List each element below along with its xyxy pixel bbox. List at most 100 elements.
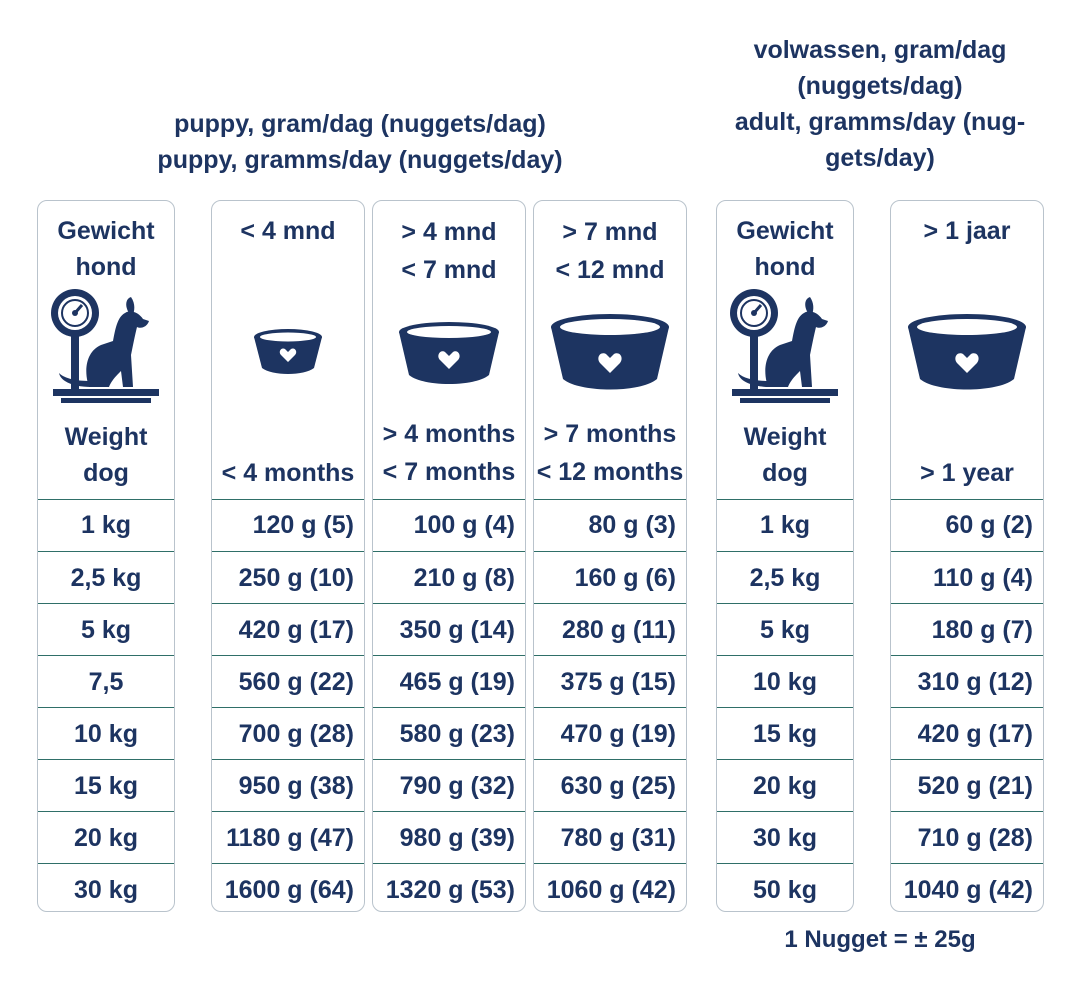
table-row: 310 g (12)	[891, 655, 1043, 707]
table-row: 100 g (4)	[413, 511, 515, 539]
table-row: 420 g (17)	[212, 603, 364, 655]
header-top-line1: Gewicht	[57, 217, 155, 245]
adult-heading-line2: (nuggets/dag)	[797, 72, 963, 100]
table-row: 110 g (4)	[891, 551, 1043, 603]
table-row: 280 g (11)	[534, 603, 686, 655]
table-row: 2,5 kg	[38, 551, 174, 603]
table-row: 15 kg	[717, 707, 853, 759]
table-row: 1320 g (53)	[373, 863, 525, 911]
scale-dog-icon	[730, 289, 838, 403]
header-top-line2: hond	[75, 253, 137, 281]
column-header: > 1 jaar > 1 year	[891, 201, 1043, 500]
adult-heading-line1: volwassen, gram/dag	[753, 36, 1007, 64]
table-row: 180 g (7)	[891, 603, 1043, 655]
header-top-line2: < 12 mnd	[555, 256, 665, 284]
header-top-line1: > 7 mnd	[562, 218, 658, 246]
table-row: 15 kg	[38, 759, 174, 811]
adult-weight-column: Gewicht hond Weight dog 1 kg 2,5 kg 5 kg…	[716, 200, 854, 912]
puppy-weight-column: Gewicht hond Weight dog 1 kg 2,5 kg 5 kg…	[37, 200, 175, 912]
puppy-7-to-12-months-column: > 7 mnd < 12 mnd > 7 months < 12 months …	[533, 200, 687, 912]
table-row: 10 kg	[717, 655, 853, 707]
table-row: 630 g (25)	[534, 759, 686, 811]
table-row: 30 kg	[38, 863, 174, 911]
table-row: 790 g (32)	[373, 759, 525, 811]
table-row: 465 g (19)	[373, 655, 525, 707]
small-bowl-icon	[254, 329, 322, 374]
column-rows: 1 kg 2,5 kg 5 kg 10 kg 15 kg 20 kg 30 kg…	[717, 499, 853, 911]
table-row: 1 kg	[759, 511, 811, 539]
puppy-4-to-7-months-column: > 4 mnd < 7 mnd > 4 months < 7 months 10…	[372, 200, 526, 912]
column-header: > 7 mnd < 12 mnd > 7 months < 12 months	[534, 201, 686, 500]
table-row: 710 g (28)	[891, 811, 1043, 863]
scale-dog-icon	[51, 289, 159, 403]
table-row: 1 kg	[80, 511, 132, 539]
column-rows: 100 g (4) 210 g (8) 350 g (14) 465 g (19…	[373, 499, 525, 911]
puppy-under-4-months-column: < 4 mnd < 4 months 120 g (5) 250 g (10) …	[211, 200, 365, 912]
header-bottom-line2: dog	[762, 459, 808, 487]
header-bottom-line1: > 1 year	[920, 459, 1014, 487]
large-bowl-icon	[551, 314, 669, 390]
header-bottom-line2: < 12 months	[536, 458, 684, 486]
column-header: Gewicht hond Weight dog	[717, 201, 853, 500]
nugget-footnote: 1 Nugget = ± 25g	[784, 926, 976, 953]
table-row: 1060 g (42)	[534, 863, 686, 911]
column-rows: 1 kg 2,5 kg 5 kg 7,5 10 kg 15 kg 20 kg 3…	[38, 499, 174, 911]
header-bottom-line1: > 4 months	[382, 420, 516, 448]
table-row: 10 kg	[38, 707, 174, 759]
column-rows: 120 g (5) 250 g (10) 420 g (17) 560 g (2…	[212, 499, 364, 911]
adult-heading-line4: gets/day)	[825, 144, 935, 172]
table-row: 470 g (19)	[534, 707, 686, 759]
column-header: < 4 mnd < 4 months	[212, 201, 364, 500]
header-top-line2: hond	[754, 253, 816, 281]
header-top-line1: > 1 jaar	[923, 217, 1011, 245]
column-header: > 4 mnd < 7 mnd > 4 months < 7 months	[373, 201, 525, 500]
medium-bowl-icon	[399, 322, 499, 384]
header-bottom-line1: < 4 months	[221, 459, 355, 487]
table-row: 420 g (17)	[891, 707, 1043, 759]
column-rows: 60 g (2) 110 g (4) 180 g (7) 310 g (12) …	[891, 499, 1043, 911]
table-row: 7,5	[38, 655, 174, 707]
header-top-line1: Gewicht	[736, 217, 834, 245]
table-row: 350 g (14)	[373, 603, 525, 655]
table-row: 2,5 kg	[717, 551, 853, 603]
header-bottom-line1: Weight	[743, 423, 827, 451]
column-header: Gewicht hond Weight dog	[38, 201, 174, 500]
puppy-heading: puppy, gram/dag (nuggets/dag) puppy, gra…	[120, 106, 600, 178]
table-row: 30 kg	[717, 811, 853, 863]
table-row: 20 kg	[38, 811, 174, 863]
table-row: 1180 g (47)	[212, 811, 364, 863]
header-bottom-line2: < 7 months	[382, 458, 516, 486]
header-bottom-line1: Weight	[64, 423, 148, 451]
table-row: 20 kg	[717, 759, 853, 811]
table-row: 580 g (23)	[373, 707, 525, 759]
table-row: 210 g (8)	[373, 551, 525, 603]
table-row: 120 g (5)	[252, 511, 354, 539]
table-row: 560 g (22)	[212, 655, 364, 707]
header-bottom-line2: dog	[83, 459, 129, 487]
puppy-heading-line2: puppy, gramms/day (nuggets/day)	[157, 146, 563, 174]
header-top-line2: < 7 mnd	[401, 256, 497, 284]
table-row: 980 g (39)	[373, 811, 525, 863]
table-row: 50 kg	[717, 863, 853, 911]
table-row: 700 g (28)	[212, 707, 364, 759]
large-bowl-icon	[908, 314, 1026, 390]
adult-over-1-year-column: > 1 jaar > 1 year 60 g (2) 110 g (4) 180…	[890, 200, 1044, 912]
table-row: 520 g (21)	[891, 759, 1043, 811]
table-row: 375 g (15)	[534, 655, 686, 707]
table-row: 80 g (3)	[588, 511, 676, 539]
adult-heading: volwassen, gram/dag (nuggets/dag) adult,…	[700, 32, 1060, 176]
table-row: 780 g (31)	[534, 811, 686, 863]
column-rows: 80 g (3) 160 g (6) 280 g (11) 375 g (15)…	[534, 499, 686, 911]
table-row: 5 kg	[717, 603, 853, 655]
table-row: 160 g (6)	[534, 551, 686, 603]
header-top-line1: < 4 mnd	[240, 217, 336, 245]
table-row: 1040 g (42)	[891, 863, 1043, 911]
table-row: 1600 g (64)	[212, 863, 364, 911]
table-row: 950 g (38)	[212, 759, 364, 811]
puppy-heading-line1: puppy, gram/dag (nuggets/dag)	[174, 110, 546, 138]
header-top-line1: > 4 mnd	[401, 218, 497, 246]
table-row: 5 kg	[38, 603, 174, 655]
header-bottom-line1: > 7 months	[543, 420, 677, 448]
table-row: 60 g (2)	[945, 511, 1033, 539]
adult-heading-line3: adult, gramms/day (nug-	[734, 108, 1026, 136]
